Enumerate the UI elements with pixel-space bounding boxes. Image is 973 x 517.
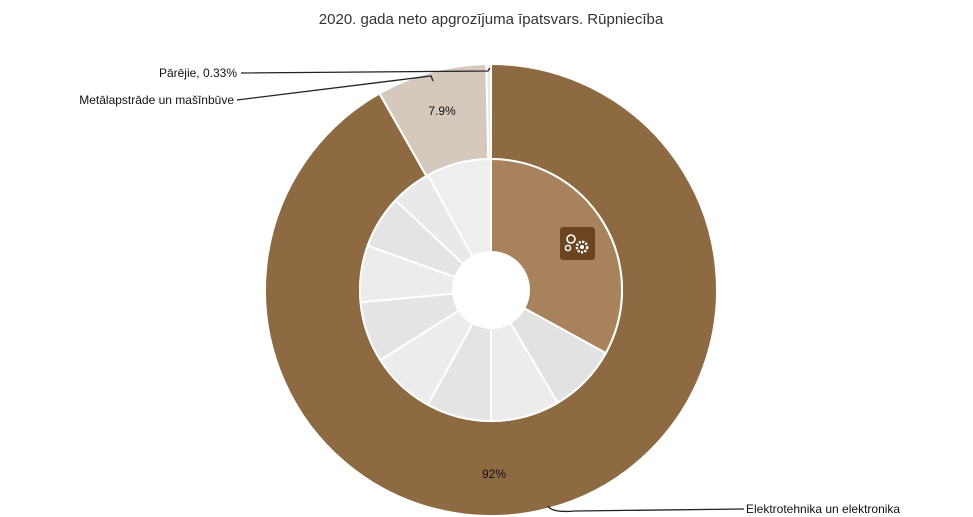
leader-line-elektrotehnika <box>547 505 745 513</box>
gears-icon <box>560 227 595 260</box>
category-label-elektrotehnika: Elektrotehnika un elektronika <box>746 502 900 516</box>
outer-ring <box>264 62 718 517</box>
category-label-metalapstrade: Metālapstrāde un mašīnbūve <box>79 93 234 107</box>
leader-line-parejie <box>240 67 491 74</box>
outer-slice-2 <box>485 62 492 161</box>
slice-label-elektrotehnika: 92% <box>482 467 506 481</box>
leader-line-metalapstrade <box>236 75 434 101</box>
slice-label-metalapstrade: 7.9% <box>428 104 456 118</box>
category-label-parejie: Pārējie, 0.33% <box>159 66 237 80</box>
inner-ring <box>359 157 623 423</box>
inner-slice-0 <box>490 157 623 355</box>
chart-title: 2020. gada neto apgrozījuma īpatsvars. R… <box>319 11 664 28</box>
inner-slice-9 <box>426 157 492 259</box>
